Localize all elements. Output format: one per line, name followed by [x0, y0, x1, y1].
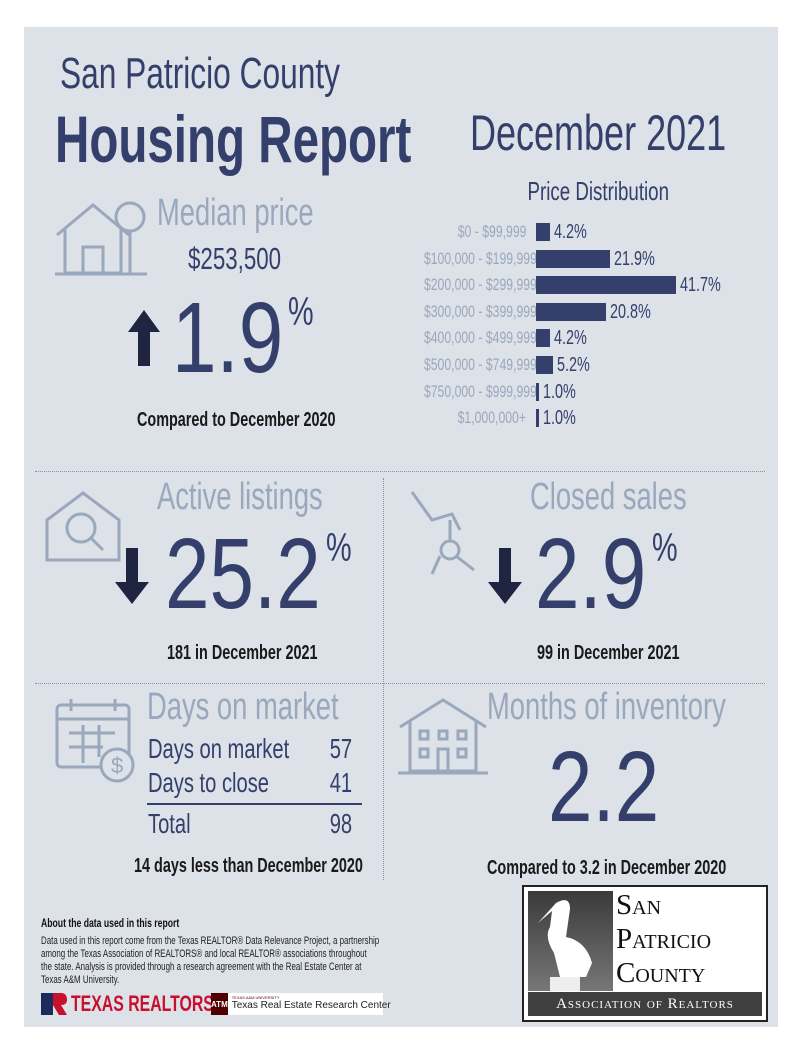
chart-data-label: 21.9%: [613, 247, 655, 270]
chart-data-label: 5.2%: [557, 354, 591, 376]
chart-bar: [536, 382, 540, 401]
chart-bar: [536, 249, 610, 268]
chart-title: Price Distribution: [527, 176, 670, 206]
median-pct: %: [288, 290, 314, 334]
dom-note: 14 days less than December 2020: [134, 855, 363, 877]
divider: [35, 471, 765, 472]
median-note: Compared to December 2020: [137, 409, 336, 431]
tamu-logo: ATM TEXAS A&M UNIVERSITY Texas Real Esta…: [211, 993, 391, 1015]
dom-total-value: 98: [329, 808, 352, 839]
spc-logo: San Patricio County Association of Realtor…: [522, 885, 768, 1022]
chart-bar: [536, 223, 551, 241]
chart-bar: [536, 329, 551, 348]
report-period: December 2021: [470, 105, 727, 161]
about-text: Data used in this report come from the T…: [41, 935, 380, 986]
closed-title: Closed sales: [530, 476, 687, 518]
dom-row-label: Days on market: [148, 733, 290, 764]
chart-category-label: $200,000 - $299,999: [423, 275, 537, 295]
arrow-down-icon: [115, 548, 149, 604]
closed-pct: %: [652, 526, 678, 570]
chart-data-label: 1.0%: [543, 380, 577, 403]
chart-category-label: $1,000,000+: [457, 408, 526, 428]
chart-category-label: $300,000 - $399,999: [423, 301, 537, 321]
house-tree-icon: [55, 201, 147, 276]
svg-text:$: $: [111, 753, 123, 778]
divider: [383, 478, 384, 880]
calendar-dollar-icon: $: [55, 699, 135, 783]
chart-bar: [536, 356, 554, 374]
inventory-title: Months of inventory: [487, 686, 726, 728]
about-title: About the data used in this report: [41, 916, 180, 930]
dom-row-value: 57: [329, 733, 352, 764]
dom-title: Days on market: [147, 686, 339, 728]
divider: [35, 683, 765, 684]
chart-category-label: $500,000 - $749,999: [423, 355, 537, 374]
median-change: 1.9: [172, 282, 284, 394]
chart-category-label: $400,000 - $499,999: [423, 328, 537, 348]
total-rule: [147, 803, 362, 805]
chart-bar: [536, 302, 606, 321]
hand-key-icon: [410, 491, 475, 575]
chart-data-label: 41.7%: [680, 274, 721, 297]
page-title: Housing Report: [55, 102, 412, 176]
building-icon: [398, 698, 488, 775]
inventory-value: 2.2: [548, 731, 660, 843]
median-title: Median price: [157, 192, 314, 234]
chart-data-label: 4.2%: [554, 221, 587, 243]
report-panel: [24, 27, 778, 1027]
active-change: 25.2: [165, 518, 321, 630]
arrow-down-icon: [488, 548, 522, 604]
chart-bar: [536, 276, 677, 295]
house-search-icon: [45, 491, 121, 562]
chart-data-label: 4.2%: [554, 327, 587, 350]
closed-change: 2.9: [535, 518, 647, 630]
dom-total-label: Total: [148, 808, 191, 839]
county-name: San Patricio County: [60, 49, 340, 98]
arrow-up-icon: [128, 310, 160, 366]
chart-data-label: 1.0%: [543, 407, 577, 430]
chart-data-label: 20.8%: [609, 300, 651, 323]
dom-row-value: 41: [329, 767, 352, 798]
inventory-note: Compared to 3.2 in December 2020: [487, 857, 727, 879]
median-price: $253,500: [188, 241, 282, 276]
active-note: 181 in December 2021: [167, 642, 318, 664]
chart-category-label: $0 - $99,999: [457, 222, 526, 241]
chart-bar: [536, 409, 540, 428]
chart-category-label: $100,000 - $199,999: [423, 248, 537, 268]
texas-realtors-logo: TEXAS REALTORS: [41, 993, 269, 1015]
closed-note: 99 in December 2021: [537, 642, 680, 664]
dom-row-label: Days to close: [148, 767, 270, 798]
active-title: Active listings: [157, 476, 323, 518]
active-pct: %: [326, 526, 352, 570]
chart-category-label: $750,000 - $999,999: [423, 381, 537, 401]
